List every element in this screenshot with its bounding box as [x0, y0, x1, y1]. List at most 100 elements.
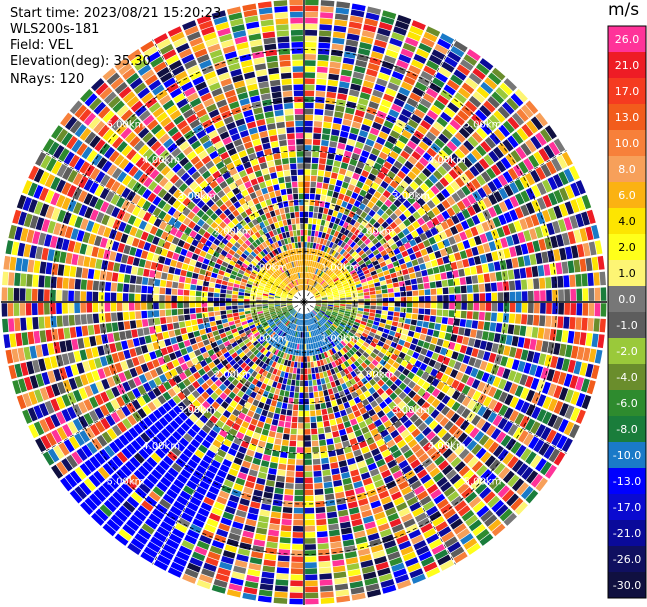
gate-cell: [97, 345, 105, 356]
gate-cell: [402, 551, 417, 562]
gate-cell: [398, 245, 406, 253]
gate-cell: [333, 277, 339, 283]
gate-cell: [372, 213, 381, 221]
gate-cell: [442, 255, 450, 264]
gate-cell: [304, 422, 311, 429]
gate-cell: [472, 524, 486, 537]
gate-cell: [428, 274, 435, 282]
gate-cell: [312, 342, 317, 349]
gate-cell: [79, 430, 91, 443]
gate-cell: [312, 139, 321, 146]
gate-cell: [390, 325, 397, 332]
gate-cell: [381, 310, 388, 315]
gate-cell: [419, 495, 432, 506]
gate-cell: [197, 507, 210, 517]
gate-cell: [86, 302, 93, 313]
gate-cell: [524, 418, 536, 432]
gate-cell: [349, 269, 356, 275]
gate-cell: [313, 268, 317, 274]
gate-cell: [346, 33, 360, 41]
gate-cell: [322, 332, 327, 339]
gate-cell: [485, 341, 493, 352]
gate-cell: [304, 392, 309, 399]
gate-cell: [204, 523, 217, 534]
gate-cell: [304, 175, 311, 182]
gate-cell: [348, 331, 355, 338]
gate-cell: [345, 107, 355, 115]
gate-cell: [195, 486, 207, 496]
gate-cell: [294, 501, 304, 508]
gate-cell: [309, 349, 313, 356]
gate-cell: [318, 206, 324, 214]
gate-cell: [244, 292, 251, 297]
gate-cell: [344, 313, 351, 317]
gate-cell: [38, 358, 47, 372]
gate-cell: [211, 539, 225, 549]
gate-cell: [376, 157, 385, 166]
gate-cell: [243, 435, 252, 443]
gate-cell: [407, 475, 419, 485]
gate-cell: [353, 360, 361, 368]
gate-cell: [180, 348, 188, 356]
gate-cell: [274, 299, 280, 301]
gate-cell: [364, 112, 375, 121]
gate-cell: [484, 118, 497, 131]
gate-cell: [93, 489, 107, 503]
gate-cell: [304, 217, 309, 224]
gate-cell: [431, 206, 441, 216]
gate-cell: [238, 308, 245, 313]
gate-cell: [342, 221, 349, 229]
gate-cell: [448, 169, 459, 180]
gate-cell: [63, 439, 75, 453]
gate-cell: [496, 281, 504, 292]
gate-cell: [470, 226, 479, 237]
gate-cell: [487, 206, 497, 218]
gate-cell: [19, 288, 26, 301]
gate-cell: [350, 363, 357, 370]
gate-cell: [320, 264, 325, 271]
gate-cell: [228, 532, 241, 542]
gate-cell: [304, 145, 312, 151]
gate-cell: [479, 233, 488, 244]
gate-cell: [411, 166, 421, 176]
gate-cell: [567, 260, 575, 274]
gate-cell: [292, 324, 296, 330]
gate-cell: [579, 362, 588, 377]
gate-cell: [515, 444, 527, 458]
gate-cell: [208, 287, 215, 293]
gate-cell: [318, 390, 324, 398]
gate-cell: [319, 289, 325, 293]
gate-cell: [123, 321, 131, 330]
gate-cell: [444, 332, 452, 341]
gate-cell: [280, 316, 286, 321]
gate-cell: [393, 496, 405, 506]
gate-cell: [321, 297, 328, 300]
gate-cell: [375, 290, 382, 295]
gate-cell: [304, 60, 316, 66]
gate-cell: [45, 262, 53, 275]
gate-cell: [249, 404, 257, 412]
gate-cell: [17, 347, 26, 362]
gate-cell: [371, 274, 379, 280]
gate-cell: [327, 444, 335, 451]
gate-cell: [337, 313, 344, 317]
gate-cell: [281, 307, 288, 311]
gate-cell: [190, 313, 197, 320]
gate-cell: [95, 508, 109, 522]
gate-cell: [26, 361, 35, 375]
gate-cell: [99, 270, 107, 281]
gate-cell: [304, 525, 316, 532]
gate-cell: [441, 128, 453, 140]
gate-cell: [325, 240, 331, 247]
gate-cell: [142, 461, 154, 473]
gate-cell: [358, 347, 365, 355]
gate-cell: [272, 499, 283, 507]
gate-cell: [231, 571, 245, 580]
gate-cell: [466, 311, 473, 319]
gate-cell: [480, 451, 492, 464]
gate-cell: [222, 410, 231, 419]
gate-cell: [485, 292, 492, 302]
gate-cell: [416, 369, 424, 378]
gate-cell: [468, 496, 482, 509]
gate-cell: [431, 378, 440, 387]
